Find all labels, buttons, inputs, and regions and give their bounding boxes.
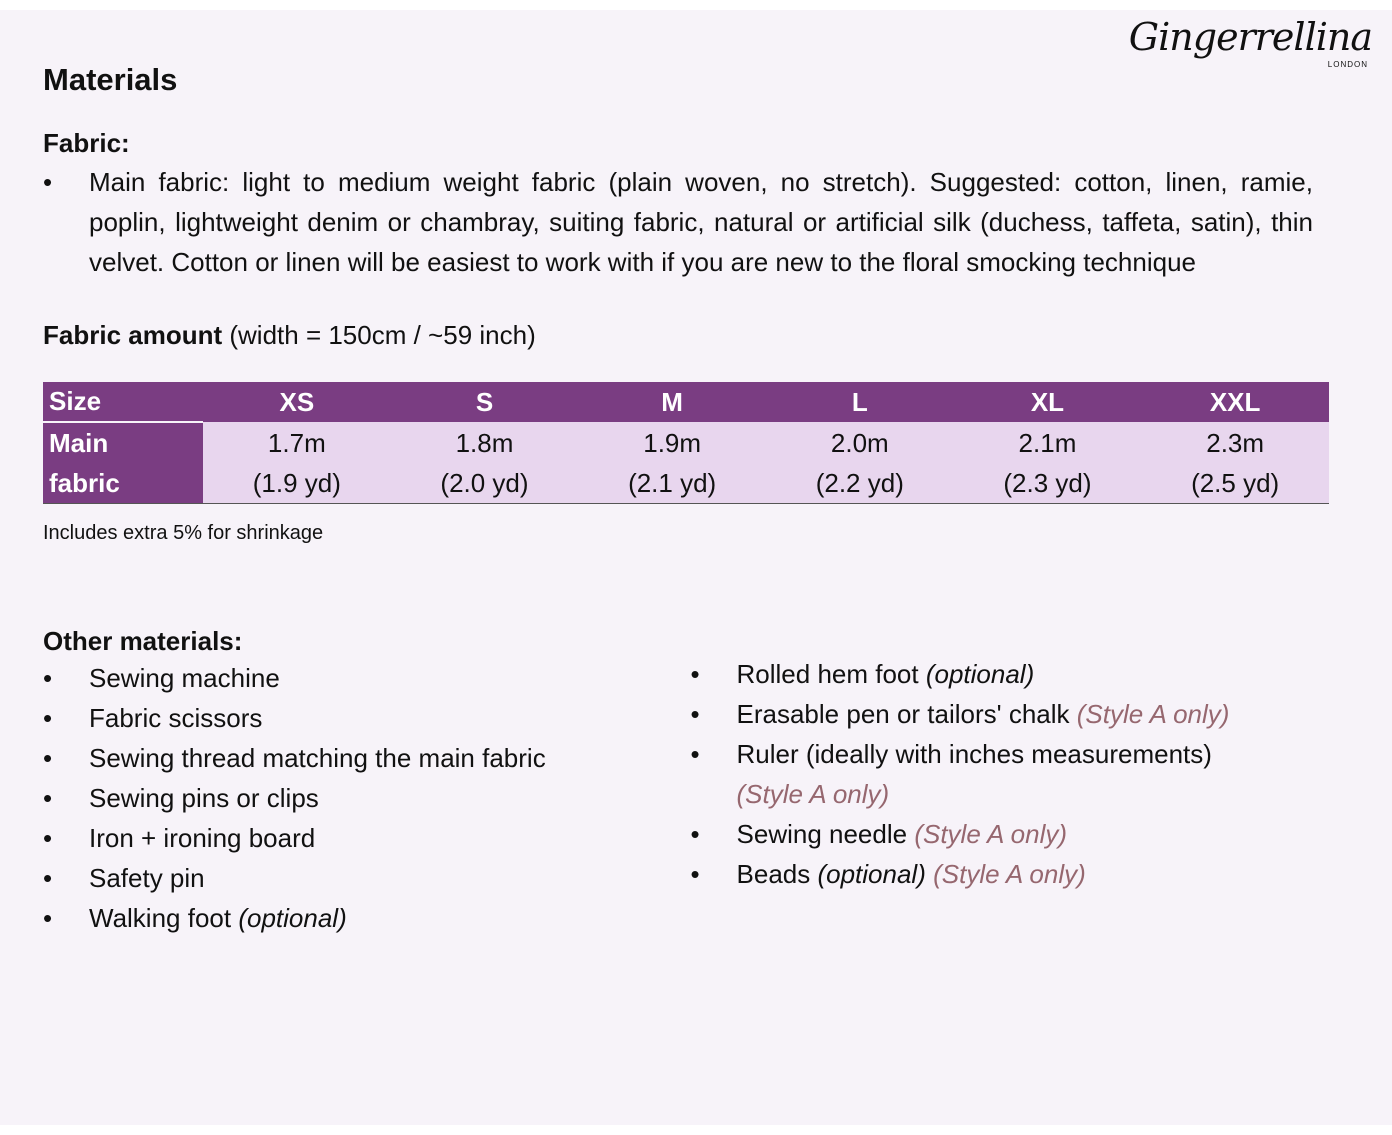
table-header: S	[390, 382, 579, 422]
table-header-row: Size XS S M L XL XXL	[43, 382, 1329, 422]
other-materials: Other materials: Sewing machine Fabric s…	[43, 546, 1349, 938]
logo-sub: LONDON	[1327, 60, 1368, 69]
table-cell: 2.0m (2.2 yd)	[765, 422, 954, 504]
table-cell: 2.3m (2.5 yd)	[1141, 422, 1329, 504]
list-item: Sewing needle (Style A only)	[691, 814, 1349, 854]
table-cell: 1.8m (2.0 yd)	[390, 422, 579, 504]
fabric-heading: Fabric:	[43, 128, 130, 158]
list-item: Ruler (ideally with inches measurements)…	[691, 734, 1349, 814]
other-materials-heading: Other materials:	[43, 626, 243, 656]
other-materials-right-column: Rolled hem foot (optional) Erasable pen …	[691, 576, 1349, 894]
list-item: Walking foot (optional)	[43, 898, 691, 938]
slide: Gingerrellina LONDON Materials Fabric: M…	[0, 10, 1392, 1125]
list-item: Sewing thread matching the main fabric	[43, 738, 691, 778]
list-item: Rolled hem foot (optional)	[691, 654, 1349, 694]
table-header: XL	[953, 382, 1142, 422]
table-header: XS	[203, 382, 391, 422]
logo: Gingerrellina LONDON	[1128, 14, 1373, 70]
list-item: Iron + ironing board	[43, 818, 691, 858]
list-item: Safety pin	[43, 858, 691, 898]
fabric-amount-heading: Fabric amount	[43, 320, 223, 350]
table-header: XXL	[1141, 382, 1329, 422]
list-item: Sewing machine	[43, 658, 691, 698]
table-cell: 1.7m (1.9 yd)	[203, 422, 391, 504]
table-header: L	[765, 382, 954, 422]
fabric-item: Main fabric: light to medium weight fabr…	[43, 162, 1313, 282]
row-label: Main fabric	[43, 421, 203, 504]
shrinkage-note: Includes extra 5% for shrinkage	[43, 522, 324, 544]
table-header: Size	[43, 382, 203, 422]
fabric-amount-table: Size XS S M L XL XXL Main fabric 1.7m (1.9…	[43, 382, 1329, 504]
list-item: Beads (optional) (Style A only)	[691, 854, 1349, 894]
table-header: M	[578, 382, 766, 422]
list-item: Sewing pins or clips	[43, 778, 691, 818]
table-cell: 2.1m (2.3 yd)	[953, 422, 1142, 504]
fabric-list: Main fabric: light to medium weight fabr…	[43, 162, 1313, 282]
fabric-amount: Fabric amount (width = 150cm / ~59 inch)	[43, 318, 1349, 352]
table-row: Main fabric 1.7m (1.9 yd) 1.8m (2.0 yd) 1.9…	[43, 421, 1329, 504]
list-item: Fabric scissors	[43, 698, 691, 738]
fabric-amount-detail: (width = 150cm / ~59 inch)	[222, 320, 536, 350]
logo-script: Gingerrellina	[1128, 15, 1373, 59]
page-title: Materials	[43, 62, 178, 97]
table-cell: 1.9m (2.1 yd)	[578, 422, 766, 504]
other-materials-left-column: Other materials: Sewing machine Fabric s…	[43, 546, 691, 938]
list-item: Erasable pen or tailors' chalk (Style A …	[691, 694, 1349, 734]
other-materials-left: Sewing machine Fabric scissors Sewing th…	[43, 658, 691, 938]
other-materials-right: Rolled hem foot (optional) Erasable pen …	[691, 654, 1349, 894]
